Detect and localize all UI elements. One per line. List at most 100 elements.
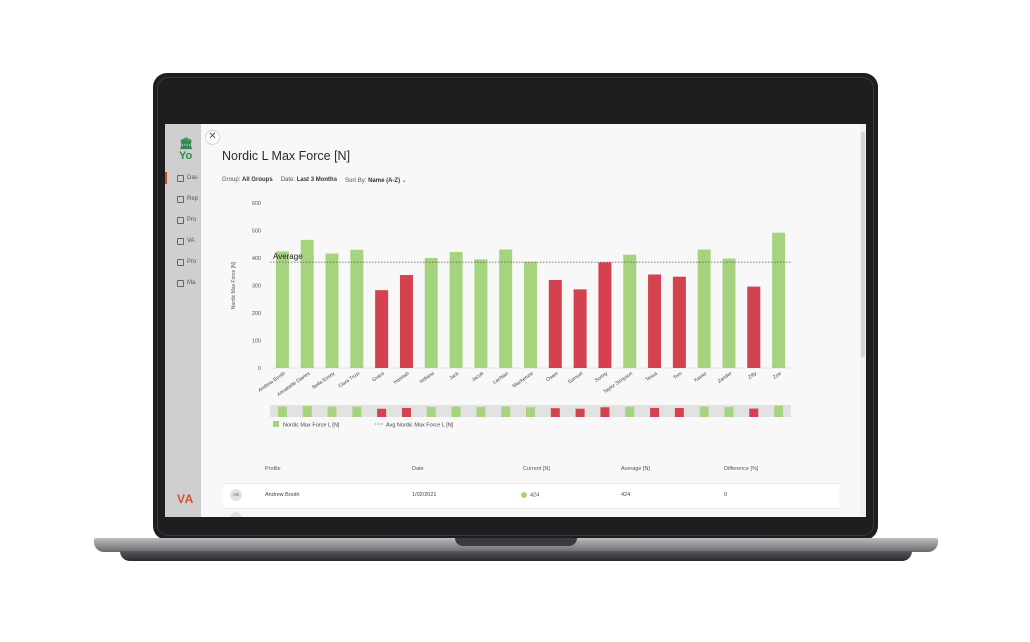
bar [499,249,513,368]
filter-bar: Group: All Groups Date: Last 3 Months So… [222,177,407,184]
bar [375,290,389,368]
overview-bar [749,408,759,417]
bar [424,258,438,368]
home-icon [177,174,184,182]
sidebar-item-vald[interactable]: VA [177,234,201,248]
x-tick-label: Samuel [567,371,584,386]
brand-logo: VA [177,492,194,506]
sidebar-item-reports[interactable]: Rep [177,192,201,206]
scrollbar-thumb[interactable] [861,132,865,357]
x-tick-label: Tom [672,371,683,381]
table-header-average[interactable]: Average [N] [621,466,650,472]
overview-bar [724,407,734,417]
vald-icon [177,237,184,245]
profiles-icon [177,258,184,266]
status-dot [521,492,527,498]
bar [747,286,761,368]
overview-bar [277,406,287,417]
y-tick-label: 500 [252,229,261,235]
bar [722,258,736,368]
x-tick-label: Jack [448,370,460,381]
sidebar-active-indicator [165,172,167,184]
overview-bar [526,407,535,417]
bar [275,251,289,368]
row-date: 1/02/2021 [412,492,437,498]
overview-bar [401,407,411,417]
programs-icon [177,216,184,224]
x-tick-label: Zilly [747,370,758,380]
laptop-base-shadow [120,551,912,561]
x-tick-label: Grace [371,371,386,384]
avatar: AB [230,489,242,501]
bar-chart: 0 100 200 300 400 500 600 Nordic Max Force [N] A… [231,201,791,429]
legend-swatch-bar [273,421,279,427]
overview-bar [352,406,362,417]
avatar [230,512,242,517]
x-tick-label: Hannah [393,371,411,386]
y-tick-label: 100 [252,339,261,345]
y-tick-label: 600 [252,201,261,207]
bank-icon: 🏛 [179,138,193,150]
app-sidebar: 🏛Yo Das Rep Pro VA Pro Ma VA [165,124,201,517]
x-tick-label: Zander [717,371,734,385]
row-name: Andrew Booth [265,492,300,498]
overview-bar [625,406,635,417]
laptop-notch [455,538,577,546]
table-header-difference[interactable]: Difference [%] [724,466,759,472]
table-header-current[interactable]: Current [N] [523,466,550,472]
bar [399,275,413,368]
average-label: Average [273,252,303,261]
y-tick-label: 0 [258,366,261,372]
overview-bar [774,405,784,417]
overview-bar [650,407,660,417]
overview-bar [550,408,560,417]
overview-bar [451,406,461,417]
x-tick-label: Zoe [772,371,783,381]
screen: 🏛Yo Das Rep Pro VA Pro Ma VA ✕ Nordic L … [165,124,866,517]
x-tick-label: Clara Trust [338,370,362,389]
overview-bar [327,406,337,417]
x-tick-label: Mackenzie [512,371,535,390]
overview-bar [426,407,436,417]
table-row[interactable]: AB Andrew Booth 1/02/2021 424 424 0 [223,483,839,509]
sidebar-item-programs[interactable]: Pro [177,213,201,227]
close-icon: ✕ [208,131,217,142]
bar [474,259,488,368]
sort-dropdown[interactable]: Sort By: Name (A-Z) ⌄ [345,178,407,184]
app-logo[interactable]: 🏛Yo [179,138,193,162]
bar [573,289,587,368]
bar [350,249,364,368]
page-title: Nordic L Max Force [N] [222,149,351,163]
manage-icon [177,279,184,287]
y-axis-label: Nordic Max Force [N] [231,261,237,309]
sidebar-item-dashboard[interactable]: Das [177,171,201,185]
x-tick-label: Lachlan [492,371,510,386]
row-average: 424 [621,492,631,498]
group-filter[interactable]: Group: All Groups [222,177,273,183]
table-header-profile[interactable]: Profile [265,466,281,472]
x-tick-label: Indiana [419,371,436,385]
bar [697,249,711,368]
overview-bar [674,408,684,417]
x-tick-label: Sonny [594,370,609,383]
bar [648,274,662,368]
y-tick-label: 400 [252,256,261,262]
overview-bar [476,407,486,417]
date-filter[interactable]: Date: Last 3 Months [280,177,338,183]
bar [548,280,562,368]
bar [623,254,637,368]
chevron-down-icon: ⌄ [401,178,407,184]
sidebar-item-manage[interactable]: Ma [177,276,201,290]
table-header-date[interactable]: Date [412,466,424,472]
reports-icon [177,195,184,203]
bar [598,262,612,368]
legend-label: Avg Nordic Max Force L [N] [386,423,454,429]
overview-bar [575,408,585,417]
sidebar-item-profiles[interactable]: Pro [177,255,201,269]
close-button[interactable]: ✕ [205,130,220,145]
x-tick-label: Xavier [693,371,708,384]
overview-bar [699,406,709,417]
y-tick-label: 300 [252,284,261,290]
bar [772,232,786,368]
bar [325,253,339,368]
